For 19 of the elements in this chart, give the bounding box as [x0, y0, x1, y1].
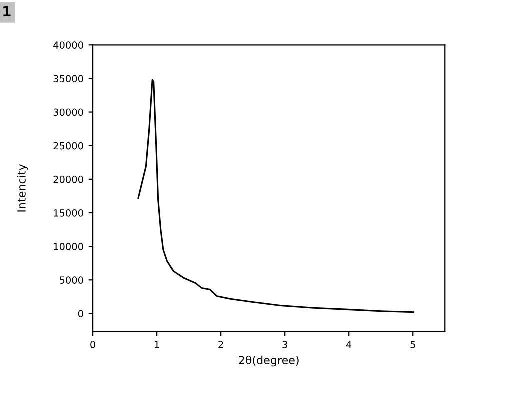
x-tick-label: 0 — [90, 341, 96, 348]
x-tick-label: 4 — [346, 341, 352, 348]
text: 1 — [4, 6, 11, 16]
y-tick-label: 30000 — [54, 108, 84, 116]
y-tick-label: 35000 — [54, 75, 84, 83]
x-tick-label: 5 — [410, 341, 416, 348]
x-axis-title: 2θ(degree) — [239, 356, 299, 367]
y-tick-label: 5000 — [60, 276, 84, 284]
y-tick-label: 40000 — [54, 42, 84, 49]
x-tick-label: 3 — [282, 341, 288, 348]
x-tick-label: 2 — [218, 341, 224, 348]
y-tick-label: 0 — [78, 310, 84, 318]
line-series — [138, 79, 415, 314]
y-tick-label: 25000 — [54, 142, 84, 150]
y-axis-title: Intencity — [17, 164, 28, 212]
y-tick-label: 10000 — [54, 243, 84, 250]
y-tick-label: 15000 — [54, 209, 84, 217]
y-tick-label: 20000 — [54, 176, 84, 184]
x-tick-label: 1 — [155, 341, 160, 348]
